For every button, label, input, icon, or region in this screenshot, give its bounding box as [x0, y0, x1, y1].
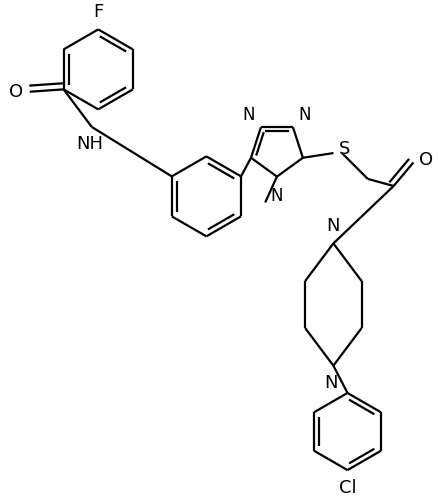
Text: NH: NH: [76, 136, 103, 154]
Text: F: F: [93, 3, 103, 21]
Text: N: N: [326, 217, 339, 235]
Text: O: O: [9, 83, 23, 101]
Text: S: S: [338, 140, 350, 159]
Text: N: N: [324, 374, 337, 392]
Text: N: N: [270, 187, 283, 205]
Text: N: N: [242, 105, 254, 123]
Text: N: N: [298, 105, 311, 123]
Text: Cl: Cl: [338, 479, 356, 497]
Text: O: O: [418, 151, 432, 169]
